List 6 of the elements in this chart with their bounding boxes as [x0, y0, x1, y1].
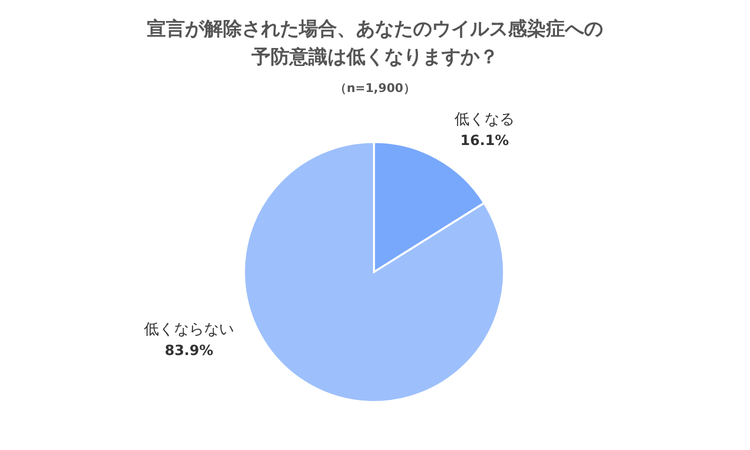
slice-label: 低くなる: [454, 110, 515, 128]
chart-title: 宣言が解除された場合、あなたのウイルス感染症への予防意識は低くなりますか？: [147, 18, 603, 68]
data-label: 16.1%: [460, 133, 509, 149]
slice-label: 低くならない: [144, 320, 234, 338]
data-label: 83.9%: [164, 343, 214, 359]
chart-subtitle: （n=1,900）: [334, 81, 416, 95]
